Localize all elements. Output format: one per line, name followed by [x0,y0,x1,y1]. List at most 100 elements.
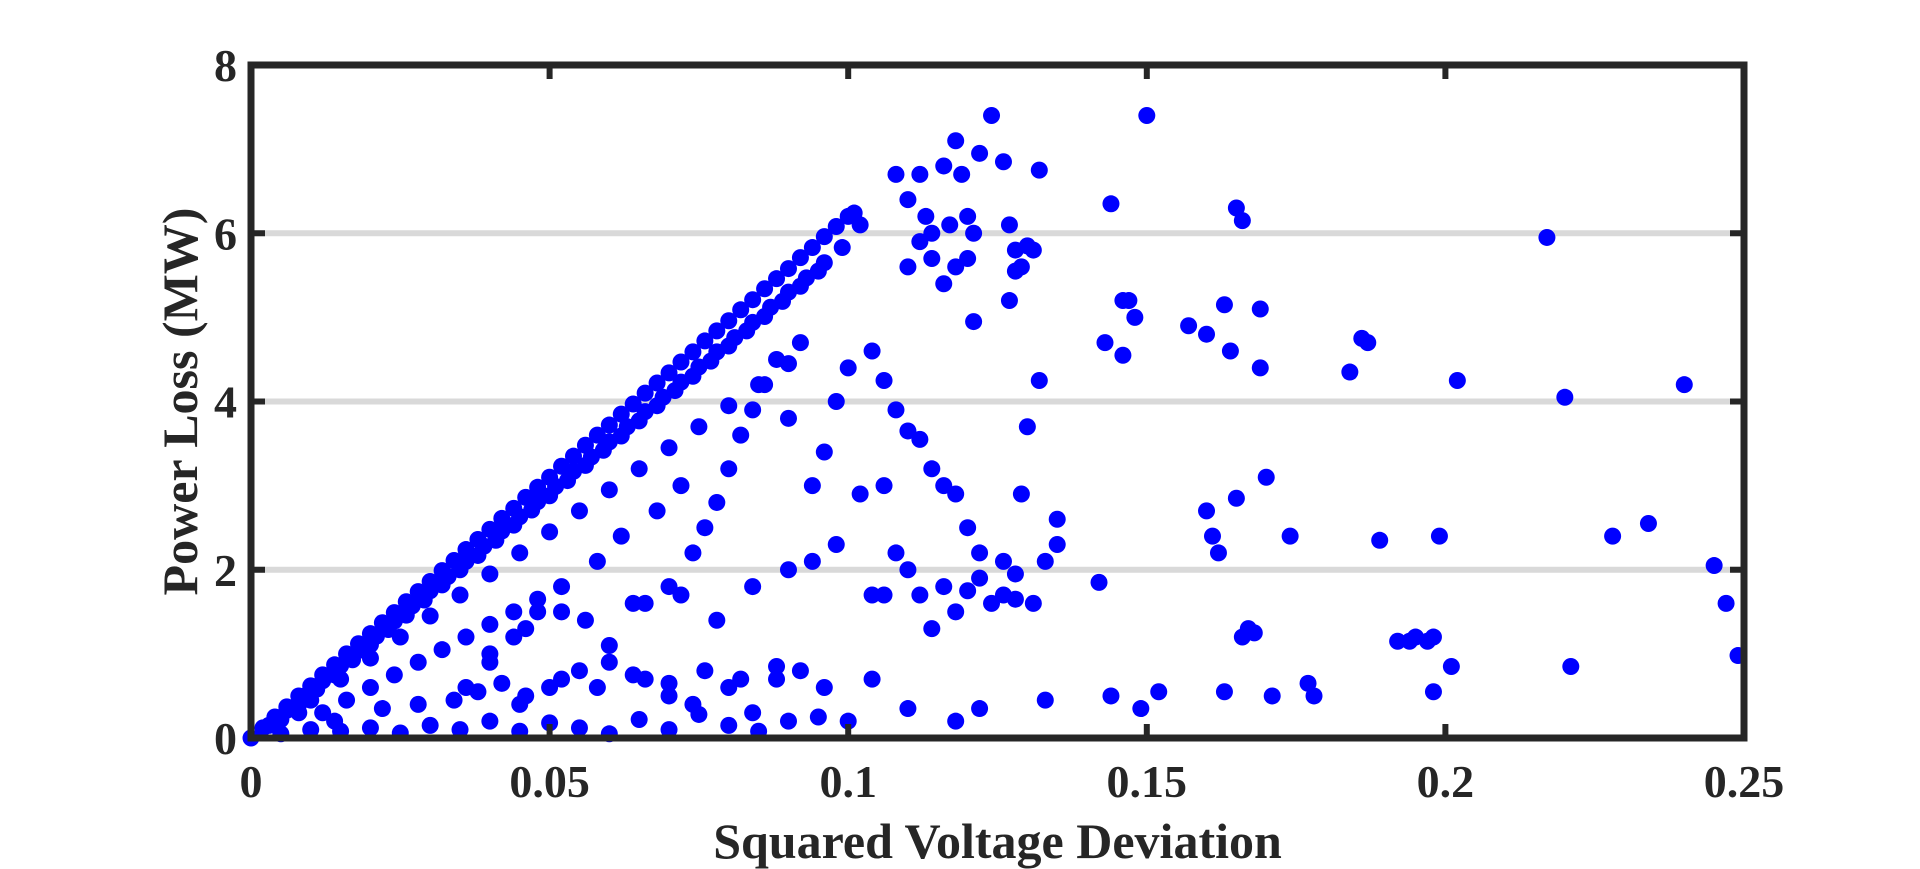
data-point [720,460,738,478]
data-point [702,352,720,370]
data-point [672,477,690,495]
data-point [911,165,929,183]
data-points [242,106,1747,747]
data-point [433,576,451,594]
data-point [827,218,845,236]
y-tick-label: 0 [214,713,237,764]
data-point [779,712,797,730]
data-point [588,679,606,697]
data-point [1604,527,1622,545]
data-point [965,224,983,242]
data-point [314,704,332,722]
data-point [720,397,738,415]
data-point [917,207,935,225]
data-point [648,397,666,415]
data-point [529,478,547,496]
data-point [1048,510,1066,528]
data-point [570,719,588,737]
data-point [1012,485,1030,503]
data-point [983,106,1001,124]
data-point [361,649,379,667]
data-point [732,301,750,319]
data-point [827,536,845,554]
data-point [803,552,821,570]
data-point [1305,687,1323,705]
data-point [421,716,439,734]
data-point [923,620,941,638]
data-point [302,721,320,739]
data-point [636,670,654,688]
data-point [409,695,427,713]
data-point [839,359,857,377]
data-point [911,233,929,251]
data-point [935,578,953,596]
data-point [708,611,726,629]
data-point [666,382,684,400]
data-point [1215,683,1233,701]
data-point [612,427,630,445]
x-tick-label: 0.15 [1107,756,1188,807]
data-point [409,653,427,671]
data-point [1442,657,1460,675]
data-point [875,477,893,495]
data-point [457,679,475,697]
data-point [696,519,714,537]
data-point [1430,527,1448,545]
data-point [1203,527,1221,545]
data-point [594,441,612,459]
data-point [899,422,917,440]
data-point [541,487,559,505]
data-point [965,313,983,331]
data-point [994,552,1012,570]
data-point [1227,199,1245,217]
data-point [887,165,905,183]
data-point [1132,700,1150,718]
data-point [1030,371,1048,389]
data-point [923,224,941,242]
data-point [959,207,977,225]
data-point [433,641,451,659]
data-point [1245,624,1263,642]
data-point [815,443,833,461]
data-point [1000,292,1018,310]
data-point [1102,195,1120,213]
data-point [768,270,786,288]
x-tick-label: 0 [240,756,263,807]
data-point [744,401,762,419]
data-point [1006,565,1024,583]
data-point [959,249,977,267]
y-tick-label: 4 [214,377,237,428]
data-point [935,275,953,293]
data-point [541,679,559,697]
data-point [600,636,618,654]
data-point [791,277,809,295]
data-point [511,544,529,562]
data-point [899,258,917,276]
gridlines [251,230,1744,573]
data-point [887,544,905,562]
data-point [660,687,678,705]
data-point [630,460,648,478]
data-point [791,662,809,680]
data-point [630,412,648,430]
data-point [397,606,415,624]
data-point [923,460,941,478]
data-point [1299,674,1317,692]
data-point [833,239,851,257]
data-point [600,653,618,671]
x-tick-label: 0.25 [1704,756,1785,807]
data-point [1024,241,1042,259]
x-axis-title: Squared Voltage Deviation [713,813,1282,869]
data-point [481,712,499,730]
data-point [672,353,690,371]
data-point [1562,657,1580,675]
data-point [529,603,547,621]
data-point [720,337,738,355]
data-point [1341,363,1359,381]
data-point [1448,371,1466,389]
data-point [738,322,756,340]
data-point [774,292,792,310]
data-point [648,502,666,520]
data-point [1000,216,1018,234]
data-point [899,561,917,579]
